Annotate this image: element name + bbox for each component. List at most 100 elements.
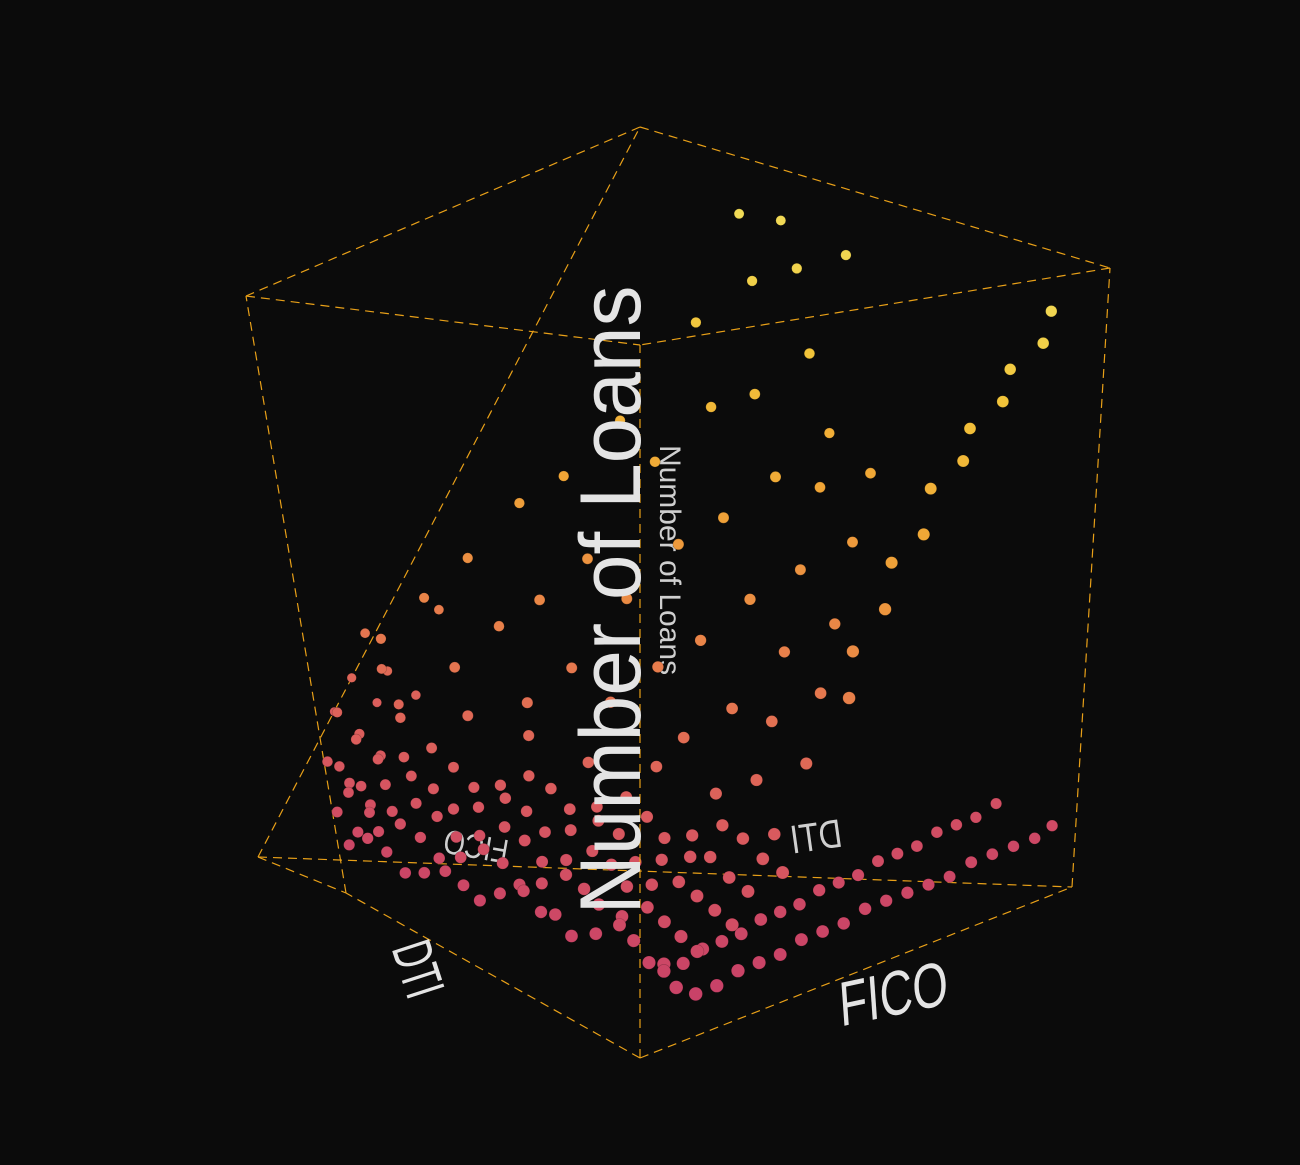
data-point[interactable] xyxy=(592,897,606,912)
data-point[interactable] xyxy=(891,847,904,860)
data-point[interactable] xyxy=(558,470,570,482)
data-point[interactable] xyxy=(792,897,807,911)
data-point[interactable] xyxy=(619,790,633,804)
data-point[interactable] xyxy=(709,978,724,993)
data-point[interactable] xyxy=(604,696,617,709)
data-point[interactable] xyxy=(864,467,877,479)
data-point[interactable] xyxy=(457,878,470,892)
data-point[interactable] xyxy=(399,866,412,880)
data-point[interactable] xyxy=(709,787,723,800)
data-point[interactable] xyxy=(589,926,603,941)
data-point[interactable] xyxy=(343,777,356,789)
data-point[interactable] xyxy=(425,742,438,754)
data-point[interactable] xyxy=(685,828,699,842)
data-point[interactable] xyxy=(690,889,704,903)
data-point[interactable] xyxy=(717,511,730,524)
data-point[interactable] xyxy=(803,347,816,360)
data-point[interactable] xyxy=(376,663,387,675)
data-point[interactable] xyxy=(398,751,410,763)
data-point[interactable] xyxy=(969,811,982,824)
data-point[interactable] xyxy=(359,627,371,639)
data-point[interactable] xyxy=(778,645,791,658)
data-point[interactable] xyxy=(559,868,573,882)
data-point[interactable] xyxy=(521,696,534,709)
data-point[interactable] xyxy=(846,536,859,548)
data-point[interactable] xyxy=(651,660,664,673)
data-point[interactable] xyxy=(343,839,356,851)
data-point[interactable] xyxy=(950,818,963,831)
data-point[interactable] xyxy=(741,884,755,899)
data-point[interactable] xyxy=(477,843,490,856)
data-point[interactable] xyxy=(657,914,672,929)
data-point[interactable] xyxy=(499,792,512,805)
data-point[interactable] xyxy=(628,855,642,869)
data-point[interactable] xyxy=(559,853,573,867)
data-point[interactable] xyxy=(730,963,745,978)
data-point[interactable] xyxy=(754,912,768,927)
data-point[interactable] xyxy=(690,316,702,328)
data-point[interactable] xyxy=(405,770,418,782)
data-point[interactable] xyxy=(447,802,460,815)
data-point[interactable] xyxy=(649,456,661,468)
data-point[interactable] xyxy=(331,806,344,818)
data-point[interactable] xyxy=(1028,832,1041,845)
data-point[interactable] xyxy=(725,917,739,932)
data-point[interactable] xyxy=(394,817,407,830)
data-point[interactable] xyxy=(363,806,376,819)
data-point[interactable] xyxy=(461,709,474,722)
data-point[interactable] xyxy=(612,918,627,932)
data-point[interactable] xyxy=(585,844,599,858)
data-point[interactable] xyxy=(650,760,663,773)
data-point[interactable] xyxy=(372,825,385,838)
data-point[interactable] xyxy=(1037,337,1050,350)
data-point[interactable] xyxy=(840,249,852,261)
data-point[interactable] xyxy=(640,810,654,824)
data-point[interactable] xyxy=(828,617,841,630)
data-point[interactable] xyxy=(799,757,813,770)
data-point[interactable] xyxy=(750,773,763,787)
data-point[interactable] xyxy=(342,786,355,799)
data-point[interactable] xyxy=(656,964,671,979)
data-point[interactable] xyxy=(522,769,535,782)
data-point[interactable] xyxy=(645,878,659,892)
data-point[interactable] xyxy=(522,729,535,742)
data-point[interactable] xyxy=(846,644,860,658)
data-point[interactable] xyxy=(990,797,1002,810)
data-point[interactable] xyxy=(386,805,399,818)
data-point[interactable] xyxy=(379,778,392,791)
data-point[interactable] xyxy=(450,830,463,844)
data-point[interactable] xyxy=(582,756,595,769)
data-point[interactable] xyxy=(355,780,367,792)
data-point[interactable] xyxy=(640,900,655,914)
data-point[interactable] xyxy=(472,801,485,814)
data-point[interactable] xyxy=(498,820,511,834)
data-point[interactable] xyxy=(439,864,452,878)
data-point[interactable] xyxy=(775,215,787,226)
data-point[interactable] xyxy=(534,905,548,919)
data-point[interactable] xyxy=(885,556,898,570)
data-point[interactable] xyxy=(410,797,422,810)
data-point[interactable] xyxy=(743,593,756,606)
data-point[interactable] xyxy=(1004,363,1017,376)
data-point[interactable] xyxy=(734,926,749,941)
data-point[interactable] xyxy=(626,933,641,948)
data-point[interactable] xyxy=(535,877,549,890)
data-point[interactable] xyxy=(773,947,788,962)
data-point[interactable] xyxy=(372,753,384,765)
data-point[interactable] xyxy=(733,208,745,220)
data-point[interactable] xyxy=(473,894,487,907)
data-point[interactable] xyxy=(581,553,594,565)
data-point[interactable] xyxy=(535,855,549,869)
data-point[interactable] xyxy=(964,855,978,869)
data-point[interactable] xyxy=(612,827,626,841)
data-point[interactable] xyxy=(775,865,790,880)
data-point[interactable] xyxy=(331,707,343,718)
data-point[interactable] xyxy=(767,827,781,841)
data-point[interactable] xyxy=(956,454,970,468)
data-point[interactable] xyxy=(350,733,362,746)
data-point[interactable] xyxy=(900,886,914,900)
data-point[interactable] xyxy=(513,497,525,509)
data-point[interactable] xyxy=(394,712,407,724)
data-point[interactable] xyxy=(462,552,474,564)
data-point[interactable] xyxy=(842,691,856,705)
